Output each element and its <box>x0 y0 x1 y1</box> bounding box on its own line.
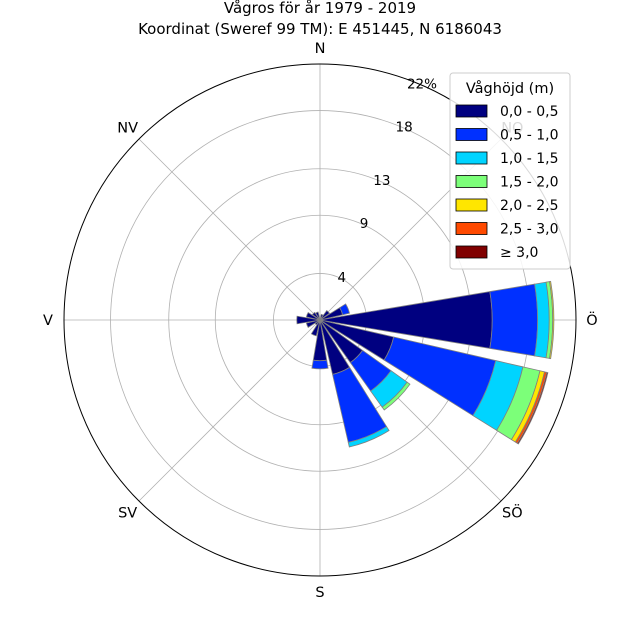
legend-box <box>449 72 571 270</box>
legend-label-1: 0,5 - 1,0 <box>500 128 558 144</box>
legend-title: Våghöjd (m) <box>466 80 554 97</box>
legend-swatch-6 <box>455 245 488 259</box>
legend-swatch-5 <box>455 222 488 235</box>
bar-sector-13-bin-0 <box>305 312 321 321</box>
radial-tick-1: 9 <box>360 216 369 232</box>
legend-label-6: ≥ 3,0 <box>500 245 538 261</box>
outer-ring <box>63 63 577 577</box>
bar-sector-5-bin-6 <box>516 371 549 445</box>
bar-sector-9-bin-0 <box>310 319 321 337</box>
bar-sector-14-bin-0 <box>311 311 321 321</box>
legend-label-4: 2,0 - 2,5 <box>500 198 558 214</box>
legend-label-3: 1,5 - 2,0 <box>500 175 558 191</box>
legend: Våghöjd (m) 0,0 - 0,5 0,5 - 1,0 1,0 - 1,5 1,… <box>449 72 571 270</box>
bar-sector-11-bin-0 <box>305 319 321 328</box>
grid-spoke-5 <box>138 319 321 502</box>
legend-label-2: 1,0 - 1,5 <box>500 151 558 167</box>
legend-swatch-0 <box>455 104 488 118</box>
radial-tick-3: 18 <box>396 119 413 135</box>
chart-title: Vågros för år 1979 - 2019 <box>224 0 416 17</box>
direction-label-1: NV <box>117 121 138 137</box>
legend-swatch-2 <box>455 151 488 165</box>
legend-label-5: 2,5 - 3,0 <box>500 222 558 238</box>
bar-sector-3-bin-1 <box>339 303 350 316</box>
bar-sector-6-bin-3 <box>381 381 411 411</box>
chart-subtitle: Koordinat (Sweref 99 TM): E 451445, N 61… <box>138 20 502 38</box>
radial-tick-0: 4 <box>338 270 347 286</box>
radial-tick-4: 22% <box>407 76 437 92</box>
direction-label-2: V <box>43 313 53 329</box>
bar-sector-15-bin-0 <box>315 311 321 321</box>
direction-label-5: SÖ <box>502 503 523 521</box>
bar-sector-4-bin-4 <box>549 280 555 360</box>
direction-label-3: SV <box>118 505 137 521</box>
direction-label-4: S <box>315 585 324 601</box>
direction-label-0: N <box>315 41 326 57</box>
direction-label-6: Ö <box>586 311 597 329</box>
bar-sector-12-bin-0 <box>296 315 321 325</box>
legend-swatch-3 <box>455 175 488 188</box>
legend-swatch-4 <box>455 198 488 212</box>
grid-spoke-7 <box>138 138 321 321</box>
radial-tick-2: 13 <box>373 173 390 189</box>
bar-sector-7-bin-2 <box>347 426 390 448</box>
legend-swatch-1 <box>455 128 488 141</box>
bar-sector-2-bin-0 <box>319 309 331 321</box>
bar-sector-5-bin-1 <box>383 336 497 417</box>
legend-label-0: 0,0 - 0,5 <box>500 104 558 120</box>
bar-sector-8-bin-1 <box>311 359 329 370</box>
bar-sector-4-bin-1 <box>489 283 539 357</box>
wave-bars <box>296 280 555 448</box>
